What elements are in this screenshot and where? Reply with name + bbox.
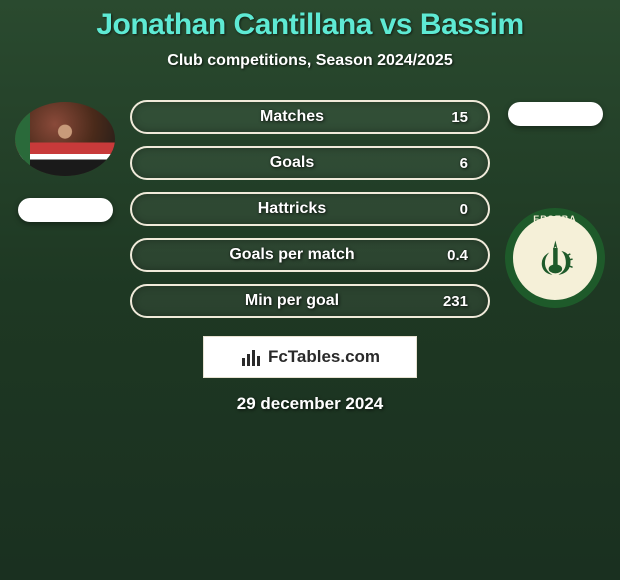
stat-label: Hattricks (258, 200, 326, 217)
stat-label: Min per goal (245, 292, 339, 309)
chart-bars-icon (240, 346, 262, 368)
stat-row-hattricks: Hattricks 0 (130, 192, 490, 226)
page-title: Jonathan Cantillana vs Bassim (0, 8, 620, 42)
subtitle: Club competitions, Season 2024/2025 (0, 52, 620, 70)
stat-value: 0 (432, 201, 468, 218)
stat-row-goals-per-match: Goals per match 0.4 (130, 238, 490, 272)
player-right-club-badge: ERSEBA (505, 208, 605, 308)
player-left-column (10, 90, 120, 222)
badge-text: ERSEBA (533, 214, 577, 224)
stat-value: 231 (432, 293, 468, 310)
stat-label: Goals per match (229, 246, 354, 263)
stat-label: Goals (270, 154, 314, 171)
stat-value: 6 (432, 155, 468, 172)
stat-value: 15 (432, 109, 468, 126)
stat-row-goals: Goals 6 (130, 146, 490, 180)
main-row: Matches 15 Goals 6 Hattricks 0 Goals per… (0, 90, 620, 318)
badge-crest-icon (533, 236, 578, 281)
date-label: 29 december 2024 (0, 394, 620, 414)
player-left-flag (18, 198, 113, 222)
stat-label: Matches (260, 108, 324, 125)
stat-row-min-per-goal: Min per goal 231 (130, 284, 490, 318)
brand-box[interactable]: FcTables.com (203, 336, 417, 378)
player-right-column: ERSEBA (500, 90, 610, 308)
player-right-flag (508, 102, 603, 126)
badge-inner (523, 226, 587, 290)
stat-row-matches: Matches 15 (130, 100, 490, 134)
stats-column: Matches 15 Goals 6 Hattricks 0 Goals per… (130, 90, 490, 318)
brand-label: FcTables.com (268, 347, 380, 367)
stat-value: 0.4 (432, 247, 468, 264)
comparison-card: Jonathan Cantillana vs Bassim Club compe… (0, 0, 620, 414)
player-left-avatar (15, 102, 115, 176)
